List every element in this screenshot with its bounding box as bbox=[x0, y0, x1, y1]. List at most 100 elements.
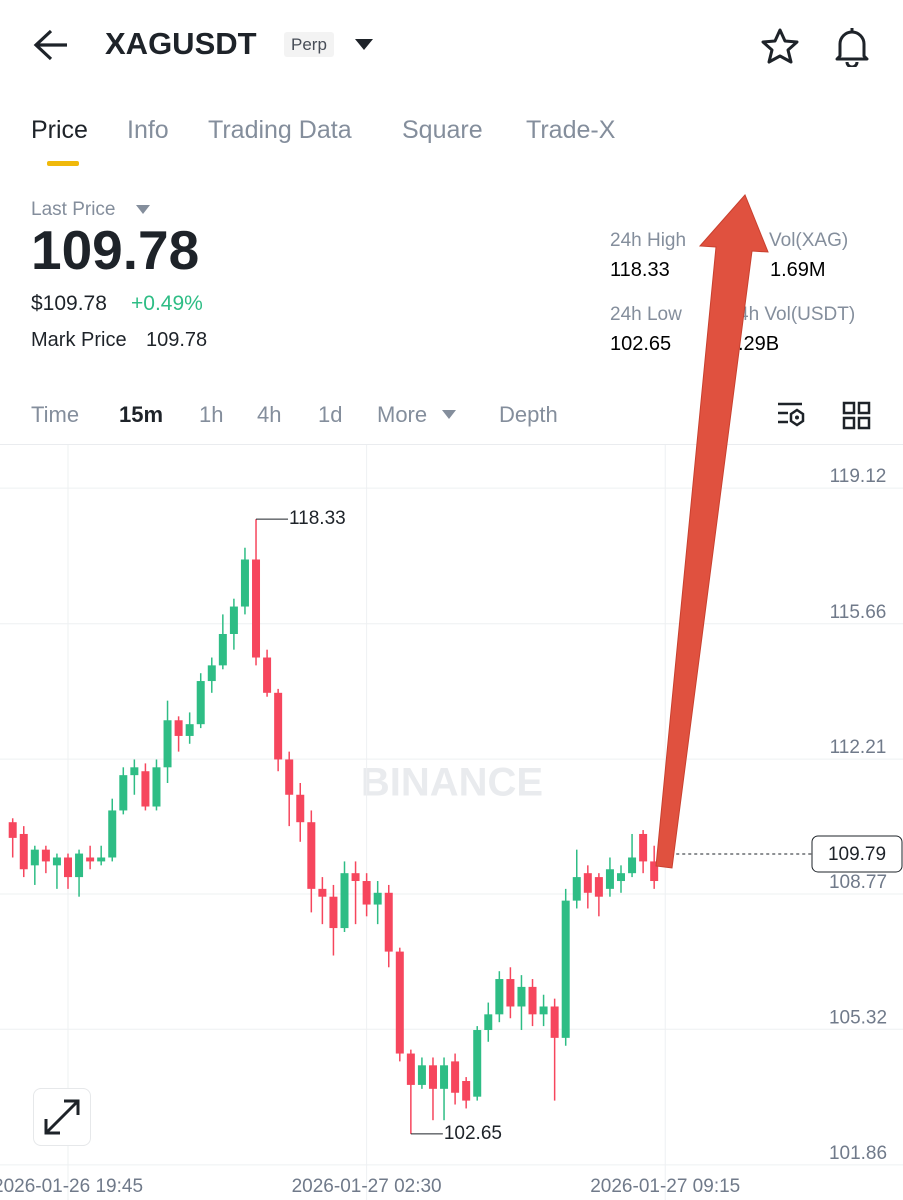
candle-body bbox=[517, 986, 526, 1007]
interval[interactable]: 4h bbox=[257, 402, 282, 427]
y-tick-label: 115.66 bbox=[830, 602, 887, 623]
interval[interactable]: More bbox=[377, 402, 428, 427]
dropdown[interactable] bbox=[354, 38, 374, 52]
stat-label: Vol(XAG) bbox=[769, 230, 849, 251]
candle-body bbox=[174, 720, 183, 736]
symbol[interactable]: XAGUSDT bbox=[105, 26, 257, 61]
candle-body bbox=[650, 861, 659, 882]
tab-indicator bbox=[47, 161, 79, 166]
candle-body bbox=[550, 1006, 559, 1038]
candle-body bbox=[528, 986, 537, 1015]
caret bbox=[136, 205, 150, 214]
candle-body bbox=[572, 877, 581, 901]
candle-body bbox=[495, 979, 504, 1015]
bell-icon[interactable] bbox=[831, 25, 873, 67]
candle-body bbox=[473, 1030, 482, 1097]
candle-body bbox=[617, 873, 625, 882]
price-tag-label: 109.79 bbox=[828, 844, 886, 865]
stat-value: 118.33 bbox=[610, 259, 670, 281]
candle-body bbox=[240, 559, 249, 607]
candle-body bbox=[229, 606, 238, 634]
divider bbox=[0, 444, 903, 445]
y-tick-label: 105.32 bbox=[829, 1007, 887, 1028]
candle-body bbox=[417, 1065, 426, 1085]
candle-body bbox=[252, 559, 261, 658]
usd-price: $109.78 bbox=[31, 292, 107, 315]
x-tick-label: 2026-01-27 09:15 bbox=[590, 1176, 740, 1197]
candle-body bbox=[594, 877, 603, 897]
candle-body bbox=[296, 794, 305, 823]
candle-body bbox=[561, 900, 570, 1038]
tab[interactable]: Trading Data bbox=[208, 116, 352, 144]
stat-value: .29B bbox=[738, 333, 780, 355]
low-label: 102.65 bbox=[444, 1123, 502, 1144]
candle-body bbox=[152, 767, 161, 807]
candle-body bbox=[30, 849, 39, 866]
mark-price-label: Mark Price bbox=[31, 329, 127, 351]
interval[interactable]: 1h bbox=[199, 402, 224, 427]
candle-body bbox=[318, 888, 327, 897]
interval[interactable]: Depth bbox=[499, 402, 558, 427]
tab[interactable]: Price bbox=[31, 116, 88, 144]
candle-body bbox=[163, 720, 172, 768]
stat-label: 4h Vol(USDT) bbox=[738, 304, 856, 325]
candle-body bbox=[52, 857, 61, 866]
candle-body bbox=[628, 857, 637, 874]
candle-body bbox=[440, 1065, 449, 1089]
change: +0.49% bbox=[131, 292, 203, 315]
candle-body bbox=[373, 892, 382, 905]
candle-body bbox=[19, 833, 28, 870]
y-tick-label: 108.77 bbox=[829, 872, 887, 893]
x-tick-label: 2026-01-27 02:30 bbox=[292, 1176, 442, 1197]
candle-body bbox=[605, 869, 614, 889]
candle-body bbox=[108, 810, 117, 858]
interval[interactable]: 1d bbox=[318, 402, 343, 427]
tab[interactable]: Square bbox=[402, 116, 483, 144]
candle-body bbox=[362, 881, 371, 905]
candle-body bbox=[141, 771, 150, 807]
candle-body bbox=[207, 665, 216, 682]
expand-button[interactable] bbox=[33, 1088, 91, 1146]
x-tick-label: 2026-01-26 19:45 bbox=[0, 1176, 143, 1197]
last-price: 109.78 bbox=[31, 219, 200, 281]
candle-body bbox=[86, 857, 95, 862]
candle-body bbox=[351, 873, 360, 882]
tab[interactable]: Trade-X bbox=[526, 116, 616, 144]
candle-body bbox=[395, 951, 404, 1054]
back-button[interactable] bbox=[33, 28, 69, 62]
candle-body bbox=[274, 692, 283, 760]
stat-label: 24h Low bbox=[610, 304, 682, 325]
candle-body bbox=[285, 759, 294, 795]
tab[interactable]: Info bbox=[127, 116, 169, 144]
indicator-icon[interactable] bbox=[776, 400, 808, 430]
candle-body bbox=[196, 681, 205, 725]
y-tick-label: 101.86 bbox=[829, 1143, 887, 1164]
watermark: BINANCE bbox=[361, 761, 543, 805]
candle-body bbox=[8, 822, 17, 838]
candle-body bbox=[539, 1006, 548, 1015]
stat-label: 24h High bbox=[610, 230, 687, 251]
badge: Perp bbox=[284, 32, 334, 57]
y-tick-label: 112.21 bbox=[830, 737, 887, 758]
candle-body bbox=[97, 857, 106, 862]
candle-body bbox=[263, 657, 272, 693]
high-label: 118.33 bbox=[289, 508, 346, 529]
price-tag bbox=[811, 835, 903, 873]
candle-body bbox=[340, 873, 349, 929]
layout-icon[interactable] bbox=[842, 401, 872, 431]
candle-body bbox=[451, 1061, 460, 1093]
y-tick-label: 119.12 bbox=[830, 466, 887, 487]
star-icon[interactable] bbox=[760, 27, 800, 65]
candle-body bbox=[185, 724, 194, 736]
candle-body bbox=[661, 841, 670, 854]
candle-body bbox=[329, 896, 338, 929]
interval[interactable]: Time bbox=[31, 402, 80, 427]
candle-body bbox=[119, 775, 128, 811]
caret bbox=[442, 410, 456, 419]
interval[interactable]: 15m bbox=[119, 402, 164, 427]
candle-body bbox=[41, 849, 50, 862]
candle-body bbox=[384, 892, 393, 952]
candle-body bbox=[64, 857, 72, 878]
chart: BINANCE 119.12 115.66 112.21 108.77 105.32 101… bbox=[0, 445, 903, 1200]
